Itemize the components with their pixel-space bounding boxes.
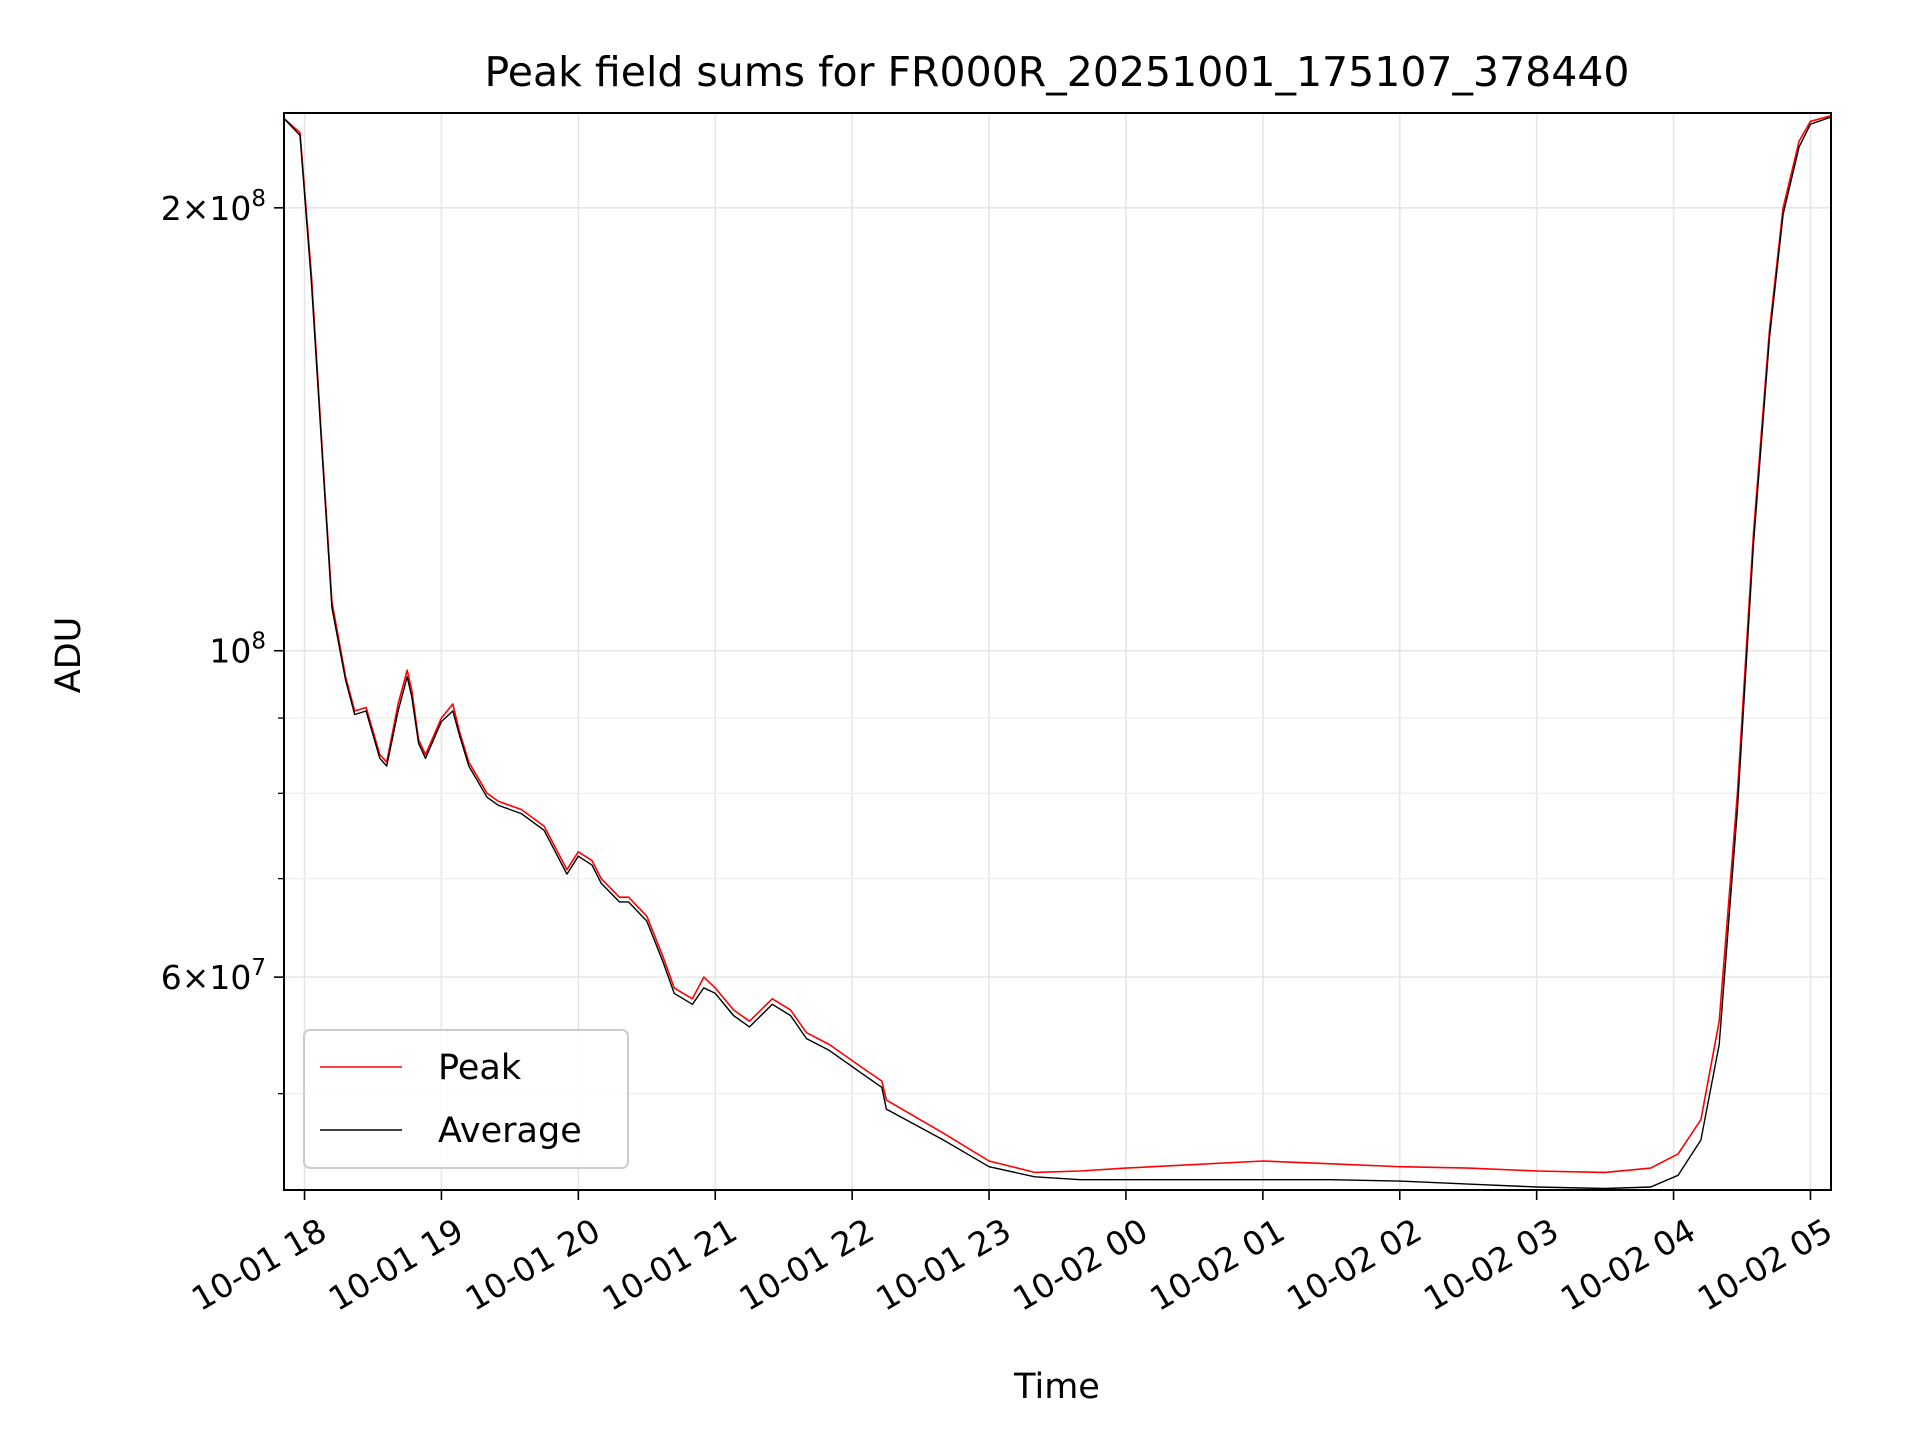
series-line-average	[283, 116, 1832, 1190]
legend-box	[303, 1029, 629, 1169]
y-tick-label: 6×107	[161, 955, 266, 997]
y-tick-label: 2×108	[161, 186, 266, 228]
plot-area	[283, 115, 1832, 1190]
chart-title: Peak field sums for FR000R_20251001_1751…	[485, 48, 1630, 96]
legend-label-peak: Peak	[438, 1048, 522, 1088]
legend-label-average: Average	[438, 1111, 582, 1151]
x-axis-label: Time	[1013, 1367, 1100, 1407]
legend: Peak Average	[303, 1029, 629, 1169]
y-axis: 6×107 108 2×108	[161, 186, 284, 1095]
y-tick-label: 108	[209, 629, 266, 671]
y-axis-label: ADU	[49, 617, 89, 694]
series-line-peak	[283, 115, 1832, 1174]
grid-lines	[284, 113, 1831, 1190]
